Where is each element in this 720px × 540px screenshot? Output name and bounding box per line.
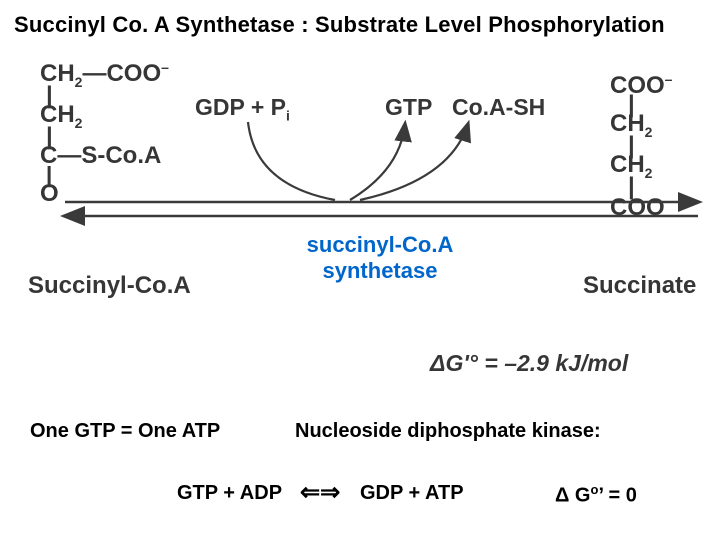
r4sup: –	[665, 193, 673, 209]
r2sub: 2	[645, 124, 653, 140]
pi-sub: i	[286, 108, 290, 124]
label-succinate: Succinate	[583, 272, 696, 300]
dg-pre: Δ G	[555, 485, 591, 507]
dg-eq: = 0	[603, 485, 637, 507]
reagent-gdp-pi: GDP + Pi	[195, 94, 290, 124]
enzyme-label: succinyl-Co.A synthetase	[290, 232, 470, 284]
label-succinyl-coa: Succinyl-Co.A	[28, 272, 191, 300]
delta-g-value: ΔG'° = –2.9 kJ/mol	[430, 350, 628, 377]
bond3-double: ||	[46, 168, 169, 182]
l1dash: —	[82, 60, 106, 87]
l1sup: –	[161, 59, 169, 75]
molecule-succinyl-coa: CH2—COO– | CH2 | C—S-Co.A || O	[40, 60, 169, 206]
ndk-products: GDP + ATP	[360, 482, 464, 505]
ndk-reactants: GTP + ADP	[177, 482, 282, 505]
enzyme-line2: synthetase	[290, 258, 470, 284]
reagent-gtp: GTP	[385, 94, 432, 121]
one-gtp-one-atp: One GTP = One ATP	[30, 420, 220, 443]
page-title: Succinyl Co. A Synthetase : Substrate Le…	[14, 12, 665, 38]
l4a: O	[40, 180, 59, 207]
r3sub: 2	[645, 165, 653, 181]
l1b: COO	[106, 60, 161, 87]
l2sub: 2	[75, 115, 83, 131]
l3a: C—S-Co.A	[40, 142, 161, 169]
rbond3: |	[628, 180, 672, 194]
r1a: COO	[610, 72, 665, 99]
ndk-label: Nucleoside diphosphate kinase:	[295, 420, 601, 443]
ndk-delta-g: Δ Go’ = 0	[555, 482, 637, 508]
molecule-succinate: COO– | CH2 | CH2 | COO–	[610, 72, 672, 220]
ndk-arrow: ⇐⇒	[300, 478, 340, 507]
reagent-coash: Co.A-SH	[452, 94, 545, 121]
enzyme-line1: succinyl-Co.A	[290, 232, 470, 258]
r4a: COO	[610, 194, 665, 221]
r1sup: –	[665, 71, 673, 87]
gdp-pi-text: GDP + P	[195, 94, 286, 120]
